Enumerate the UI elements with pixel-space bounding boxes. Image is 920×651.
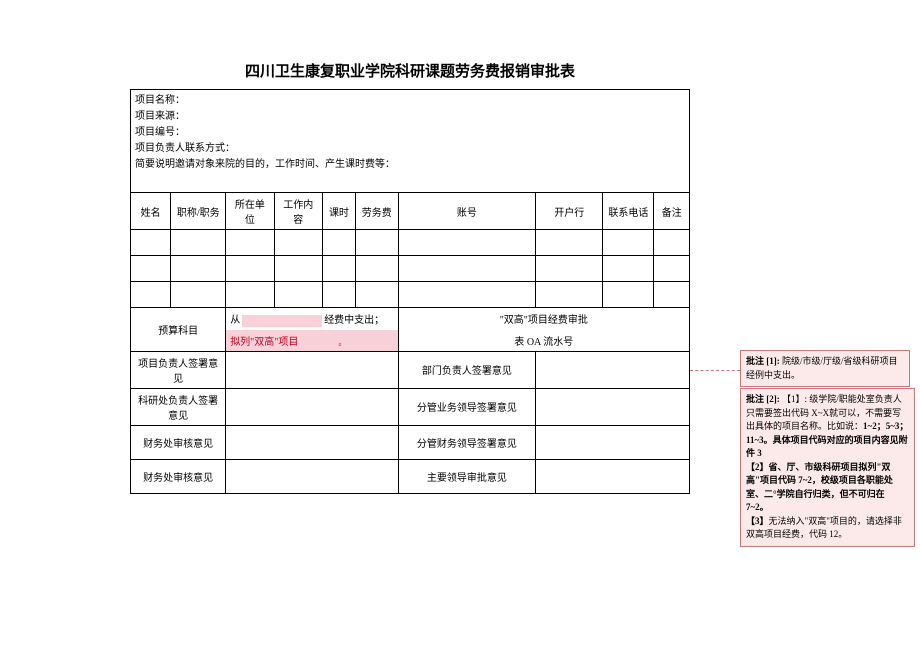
budget-right1: "双高"项目经费审批 xyxy=(398,308,689,330)
sign-1r-space xyxy=(536,351,690,388)
comment-2-p2a: 【2】 xyxy=(746,462,769,472)
sign-row-2: 科研处负责人签署意见 分管业务领导签署意见 xyxy=(131,388,690,425)
col-hours: 课时 xyxy=(323,193,356,230)
comment-2-p3b: 无法纳入"双高"项目的，请选择非双高项目经费，代码 12。 xyxy=(746,516,902,540)
col-name: 姓名 xyxy=(131,193,171,230)
col-bank: 开户行 xyxy=(536,193,603,230)
contact-label: 项目负责人联系方式： xyxy=(135,141,685,157)
comment-2-p3a: 【3】 xyxy=(746,516,769,526)
sign-4l: 财务处审核意见 xyxy=(131,459,226,493)
desc-label: 简要说明邀请对象来院的目的，工作时间、产生课时费等： xyxy=(135,157,685,173)
col-phone: 联系电话 xyxy=(603,193,654,230)
sign-1r: 部门负责人签署意见 xyxy=(398,351,536,388)
table-row xyxy=(131,282,690,308)
budget-line2a: 拟列"双高"项目 xyxy=(230,337,298,348)
col-unit: 所在单位 xyxy=(226,193,274,230)
comment-connector xyxy=(690,370,740,371)
budget-line1a: 从 xyxy=(230,315,240,326)
sign-3r-space xyxy=(536,425,690,459)
col-work: 工作内容 xyxy=(274,193,322,230)
sign-3l: 财务处审核意见 xyxy=(131,425,226,459)
col-account: 账号 xyxy=(398,193,536,230)
budget-line2: 拟列"双高"项目 。 xyxy=(226,330,398,352)
sign-3l-space xyxy=(226,425,398,459)
table-row xyxy=(131,256,690,282)
sign-4r: 主要领导审批意见 xyxy=(398,459,536,493)
col-fee: 劳务费 xyxy=(355,193,398,230)
sign-row-4: 财务处审核意见 主要领导审批意见 xyxy=(131,459,690,493)
col-title: 职称/职务 xyxy=(171,193,226,230)
budget-line2b: 。 xyxy=(338,338,346,347)
budget-line1b: 经费中支出； xyxy=(324,315,384,326)
col-remark: 备注 xyxy=(654,193,690,230)
sign-3r: 分管财务领导签署意见 xyxy=(398,425,536,459)
document-page: 四川卫生康复职业学院科研课题劳务费报销审批表 项目名称： 项目来源： 项目编号：… xyxy=(130,60,690,494)
sign-row-1: 项目负责人签署意见 部门负责人签署意见 xyxy=(131,351,690,388)
table-row xyxy=(131,230,690,256)
sign-2l-space xyxy=(226,388,398,425)
comment-1: 批注 [1]: 院级/市级/厅级/省级科研项目经例中支出。 xyxy=(740,350,910,387)
sign-2l: 科研处负责人签署意见 xyxy=(131,388,226,425)
comment-1-label: 批注 [1]: xyxy=(746,356,782,366)
project-name-label: 项目名称： xyxy=(135,93,685,109)
sign-2r: 分管业务领导签署意见 xyxy=(398,388,536,425)
comment-2-label: 批注 [2]: xyxy=(746,394,782,404)
comment-2: 批注 [2]: 【1】: 级学院/职能处室负责人只需要签出代码 X~X就可以，不… xyxy=(740,388,915,547)
document-title: 四川卫生康复职业学院科研课题劳务费报销审批表 xyxy=(130,60,690,81)
budget-label: 预算科目 xyxy=(131,308,226,352)
info-cell: 项目名称： 项目来源： 项目编号： 项目负责人联系方式： 简要说明邀请对象来院的… xyxy=(131,90,690,193)
sign-1l: 项目负责人签署意见 xyxy=(131,351,226,388)
sign-row-3: 财务处审核意见 分管财务领导签署意见 xyxy=(131,425,690,459)
budget-row-1: 预算科目 从经费中支出； "双高"项目经费审批 xyxy=(131,308,690,330)
budget-right2: 表 OA 流水号 xyxy=(398,330,689,352)
main-table: 项目名称： 项目来源： 项目编号： 项目负责人联系方式： 简要说明邀请对象来院的… xyxy=(130,89,690,494)
sign-4l-space xyxy=(226,459,398,493)
budget-line1: 从 经费中支出； xyxy=(226,308,398,330)
project-source-label: 项目来源： xyxy=(135,109,685,125)
project-no-label: 项目编号： xyxy=(135,125,685,141)
comment-2-p2b: 省、厅、市级科研项目拟列"双高"项目代码 7~2，校级项目各职能处室、二°学院自… xyxy=(746,462,893,513)
sign-2r-space xyxy=(536,388,690,425)
sign-4r-space xyxy=(536,459,690,493)
sign-1l-space xyxy=(226,351,398,388)
table-header-row: 姓名 职称/职务 所在单位 工作内容 课时 劳务费 账号 开户行 联系电话 备注 xyxy=(131,193,690,230)
